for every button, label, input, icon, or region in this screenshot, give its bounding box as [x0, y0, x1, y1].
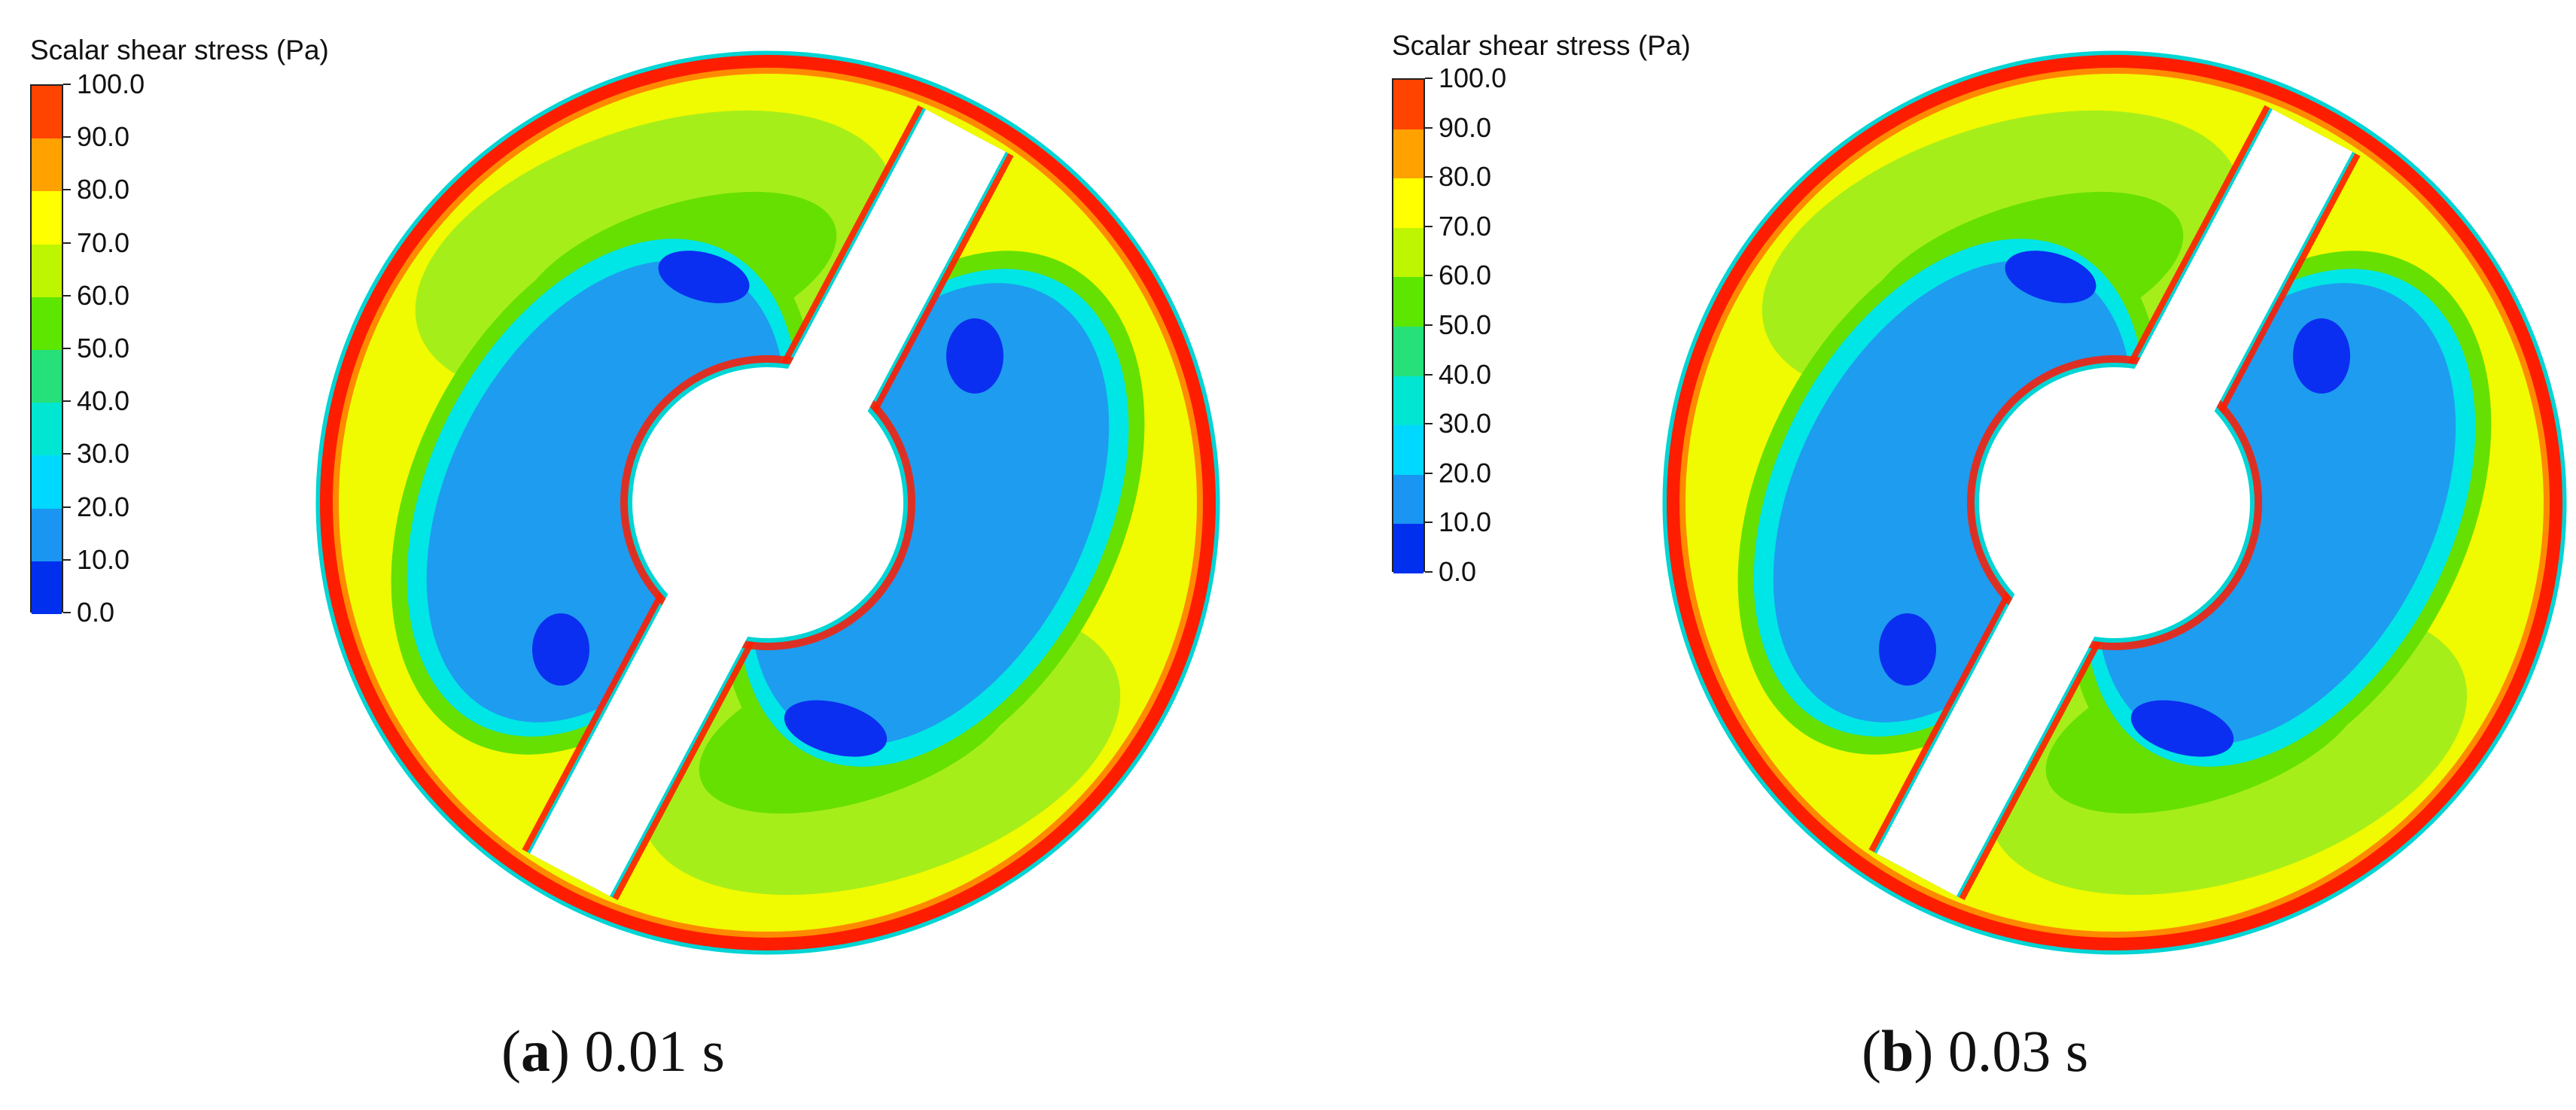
colorbar-tick-label: 60.0 — [1439, 260, 1492, 291]
colorbar-band — [32, 403, 62, 456]
colorbar-tick-label: 50.0 — [77, 333, 130, 363]
legend-title: Scalar shear stress (Pa) — [30, 35, 329, 65]
colorbar-tick-label: 0.0 — [1439, 556, 1477, 587]
colorbar-tick-label: 10.0 — [1439, 506, 1492, 538]
colorbar-band — [32, 86, 62, 139]
stress-field — [391, 105, 1145, 901]
colorbar-tick-label: 40.0 — [77, 385, 130, 417]
colorbar-tick-label: 30.0 — [1439, 408, 1492, 439]
colorbar-band — [32, 297, 62, 351]
colorbar — [1392, 78, 1425, 574]
colorbar-tick-label: 60.0 — [77, 279, 130, 311]
colorbar-band — [32, 244, 62, 298]
colorbar-tick-label: 10.0 — [77, 543, 130, 575]
figure-caption: (a) 0.01 s — [501, 1018, 725, 1084]
colorbar-tickmark — [63, 84, 71, 85]
colorbar-tickmark — [1425, 78, 1433, 79]
colorbar-tickmark — [63, 400, 71, 403]
colorbar-band — [32, 455, 62, 509]
colorbar-tickmark — [63, 612, 71, 613]
colorbar-band — [32, 138, 62, 192]
colorbar-tick-label: 30.0 — [77, 438, 130, 470]
colorbar-band — [32, 191, 62, 245]
caption-letter: a — [520, 1018, 550, 1084]
colorbar-band — [32, 561, 62, 615]
colorbar-tickmark — [63, 294, 71, 297]
colorbar-tickmark — [1425, 472, 1433, 474]
colorbar-tick-label: 100.0 — [1439, 62, 1507, 93]
colorbar-tickmark — [1425, 423, 1433, 425]
colorbar-tickmark — [1425, 176, 1433, 178]
colorbar-tickmark — [63, 189, 71, 191]
colorbar-tickmark — [1425, 225, 1433, 227]
colorbar-tickmark — [1425, 373, 1433, 376]
colorbar-band — [1393, 80, 1423, 130]
shear-stress-contour-plot — [315, 50, 1220, 955]
figure-caption: (b) 0.03 s — [1862, 1018, 2089, 1084]
colorbar-tickmark — [1425, 126, 1433, 129]
legend-title: Scalar shear stress (Pa) — [1392, 30, 1691, 61]
figure-panel-a: Scalar shear stress (Pa) 100.0 90.0 80.0 70… — [30, 35, 1220, 1084]
colorbar-tickmark — [63, 558, 71, 561]
colorbar-tick-label: 40.0 — [1439, 358, 1492, 390]
caption-letter: b — [1880, 1018, 1914, 1084]
colorbar-band — [1393, 474, 1423, 525]
colorbar-tick-label: 20.0 — [77, 491, 130, 522]
colorbar-tickmark — [63, 242, 71, 244]
colorbar-band — [1393, 178, 1423, 229]
colorbar-band — [1393, 376, 1423, 426]
colorbar-tickmark — [63, 453, 71, 455]
colorbar-band — [1393, 327, 1423, 377]
colorbar-tick-label: 100.0 — [77, 68, 145, 99]
colorbar-tick-label: 70.0 — [1439, 210, 1492, 242]
colorbar-tickmark — [1425, 275, 1433, 277]
caption-time: 0.03 s — [1947, 1018, 2089, 1084]
colorbar-tick-label: 50.0 — [1439, 309, 1492, 340]
caption-time: 0.01 s — [584, 1018, 725, 1084]
colorbar-band — [1393, 129, 1423, 179]
colorbar-band — [32, 508, 62, 562]
colorbar-tick-label: 80.0 — [77, 174, 130, 205]
colorbar-band — [32, 350, 62, 403]
colorbar-tick-label: 90.0 — [1439, 111, 1492, 143]
colorbar — [30, 84, 63, 615]
colorbar-tickmark — [63, 506, 71, 508]
colorbar-tick-label: 20.0 — [1439, 457, 1492, 488]
colorbar-band — [1393, 277, 1423, 327]
colorbar-tick-label: 80.0 — [1439, 161, 1492, 193]
colorbar-tick-label: 90.0 — [77, 121, 130, 153]
colorbar-tickmark — [1425, 522, 1433, 524]
colorbar-band — [1393, 425, 1423, 476]
colorbar-tickmark — [1425, 571, 1433, 573]
stress-field — [1737, 105, 2492, 901]
figure-panel-b: Scalar shear stress (Pa) 100.0 90.0 80.0 70… — [1288, 0, 2576, 1110]
shear-stress-contour-plot — [1662, 50, 2567, 955]
colorbar-tick-label: 0.0 — [77, 597, 115, 628]
colorbar-band — [1393, 227, 1423, 278]
colorbar-band — [1393, 524, 1423, 574]
colorbar-tickmark — [63, 136, 71, 138]
colorbar-tickmark — [1425, 324, 1433, 326]
colorbar-tick-label: 70.0 — [77, 227, 130, 258]
colorbar-tickmark — [63, 348, 71, 349]
